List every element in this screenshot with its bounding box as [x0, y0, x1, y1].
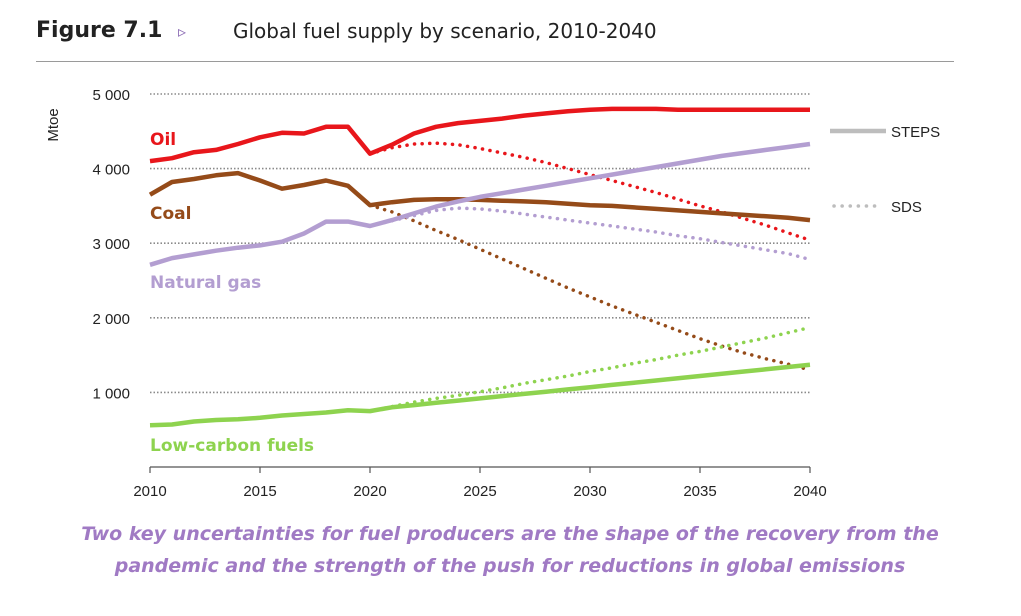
x-tick-label: 2030	[573, 483, 606, 500]
low-carbon-fuels-label: Low-carbon fuels	[150, 436, 314, 456]
natural-gas-steps-line	[149, 141, 811, 267]
figure-header: Figure 7.1 ▹ Global fuel supply by scena…	[36, 14, 956, 50]
x-tick-label: 2025	[463, 483, 496, 500]
caption-line-1: Two key uncertainties for fuel producers…	[81, 523, 939, 545]
x-tick-label: 2040	[793, 483, 826, 500]
caption-line-2: pandemic and the strength of the push fo…	[114, 555, 906, 577]
y-tick-label: 1 000	[92, 385, 130, 402]
oil-label: Oil	[150, 130, 176, 150]
coal-steps-line	[148, 170, 811, 223]
y-tick-label: 3 000	[92, 236, 130, 253]
y-tick-label: 4 000	[92, 162, 130, 179]
low-carbon-fuels-steps-line	[149, 362, 811, 428]
coal-label: Coal	[150, 204, 191, 224]
legend-steps-label: STEPS	[891, 124, 940, 141]
legend-sds-label: SDS	[891, 199, 922, 216]
y-axis-label: Mtoe	[45, 108, 62, 141]
triangle-arrow-icon: ▹	[178, 24, 187, 41]
x-tick-label: 2035	[683, 483, 716, 500]
x-tick-label: 2010	[133, 483, 166, 500]
x-tick-label: 2020	[353, 483, 386, 500]
natural-gas-sds-line	[368, 206, 812, 262]
coal-sds-line	[368, 203, 812, 372]
natural-gas-label: Natural gas	[150, 273, 261, 293]
oil-sds-line	[368, 141, 812, 242]
figure-number: Figure 7.1	[36, 18, 163, 43]
header-divider	[36, 61, 954, 62]
y-tick-label: 2 000	[92, 311, 130, 328]
x-tick-label: 2015	[243, 483, 276, 500]
y-tick-label: 5 000	[92, 87, 130, 104]
figure-title: Global fuel supply by scenario, 2010-204…	[233, 19, 657, 43]
low-carbon-fuels-sds-line	[368, 325, 812, 413]
figure-caption: Two key uncertainties for fuel producers…	[30, 518, 990, 582]
oil-steps-line	[149, 106, 810, 164]
fuel-supply-chart: 1 000 2 000 3 000 4 000 5 000 2010 2015 2020 202…	[45, 87, 940, 500]
